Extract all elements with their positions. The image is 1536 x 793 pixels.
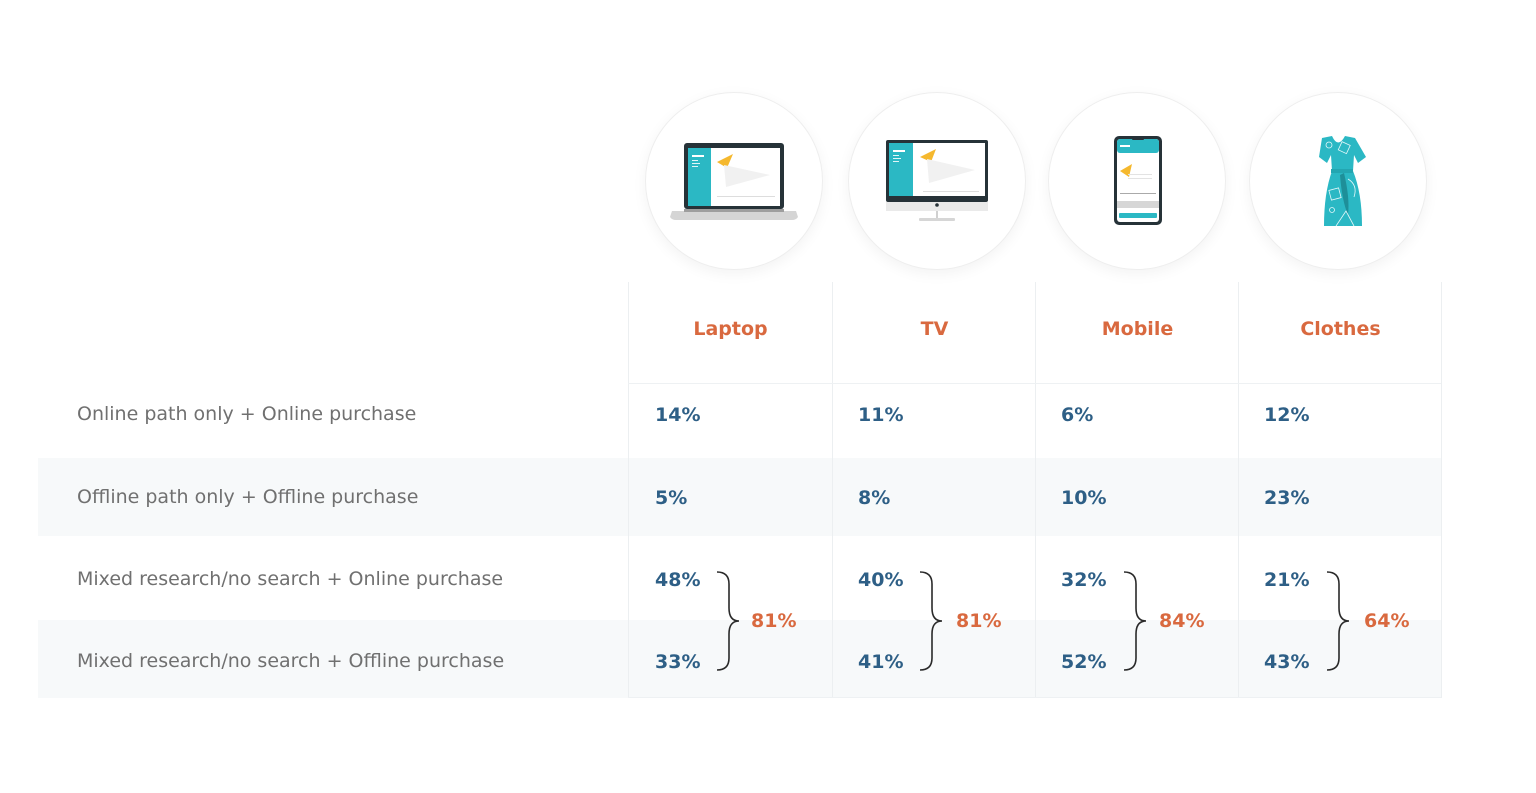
cell-value: 43% [1264, 651, 1310, 673]
curly-brace-icon [1123, 571, 1147, 671]
cell-value: 32% [1061, 569, 1107, 591]
mixed-total-tv: 81% [956, 610, 1002, 632]
cell-value: 12% [1264, 404, 1310, 426]
column-divider [1035, 282, 1036, 698]
curly-brace-icon [716, 571, 740, 671]
cell-value: 6% [1061, 404, 1094, 426]
cell-value: 21% [1264, 569, 1310, 591]
cell-value: 8% [858, 487, 891, 509]
column-divider [832, 282, 833, 698]
cell-value: 48% [655, 569, 701, 591]
cell-value: 23% [1264, 487, 1310, 509]
row-stripe-2 [38, 458, 1441, 536]
cell-value: 10% [1061, 487, 1107, 509]
row-stripe-4 [38, 620, 1441, 698]
header-divider [628, 383, 1441, 384]
desktop-monitor-icon [886, 140, 988, 221]
mixed-total-mobile: 84% [1159, 610, 1205, 632]
cell-value: 14% [655, 404, 701, 426]
cell-value: 52% [1061, 651, 1107, 673]
dress-icon [1319, 136, 1366, 227]
row-label: Mixed research/no search + Offline purch… [77, 650, 505, 672]
cell-value: 40% [858, 569, 904, 591]
curly-brace-icon [919, 571, 943, 671]
column-divider [1238, 282, 1239, 698]
smartphone-icon [1114, 136, 1162, 225]
tv-icon-circle [848, 92, 1026, 270]
column-divider [628, 282, 629, 698]
laptop-icon [670, 143, 798, 220]
clothes-icon-circle [1249, 92, 1427, 270]
column-divider [1441, 282, 1442, 698]
cell-value: 5% [655, 487, 688, 509]
mobile-icon-circle [1048, 92, 1226, 270]
mixed-total-laptop: 81% [751, 610, 797, 632]
row-label: Online path only + Online purchase [77, 403, 417, 425]
cell-value: 33% [655, 651, 701, 673]
laptop-icon-circle [645, 92, 823, 270]
column-header-laptop: Laptop [693, 318, 768, 340]
column-header-mobile: Mobile [1101, 318, 1174, 340]
mixed-total-clothes: 64% [1364, 610, 1410, 632]
cell-value: 11% [858, 404, 904, 426]
cell-value: 41% [858, 651, 904, 673]
column-header-tv: TV [920, 318, 949, 340]
column-header-clothes: Clothes [1300, 318, 1381, 340]
row-label: Offline path only + Offline purchase [77, 486, 419, 508]
table-bottom-border [628, 697, 1441, 698]
curly-brace-icon [1326, 571, 1350, 671]
row-label: Mixed research/no search + Online purcha… [77, 568, 504, 590]
